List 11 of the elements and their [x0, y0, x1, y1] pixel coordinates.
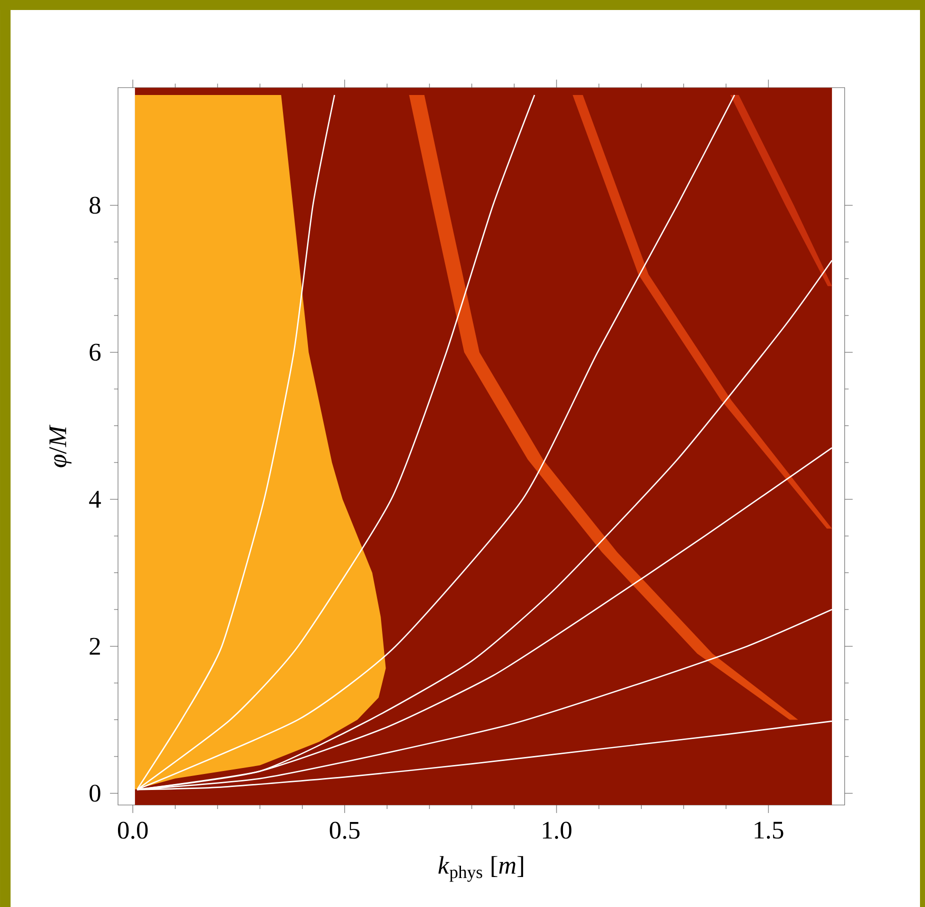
y-tick-label: 6 [90, 344, 101, 361]
x-tick-label: 0.5 [330, 822, 360, 839]
y-tick-label: 8 [90, 196, 100, 214]
x-tick-label: 1.5 [754, 822, 784, 839]
y-tick-label: 2 [90, 638, 100, 655]
y-tick-label: 4 [89, 490, 101, 508]
x-tick-label: 1.0 [542, 822, 572, 839]
x-tick-label: 0.0 [118, 822, 148, 839]
x-axis-title: k$_{phys}$ [m] [438, 856, 524, 882]
y-axis-title: φ/M [49, 424, 72, 468]
y-tick-label: 0 [90, 784, 100, 802]
